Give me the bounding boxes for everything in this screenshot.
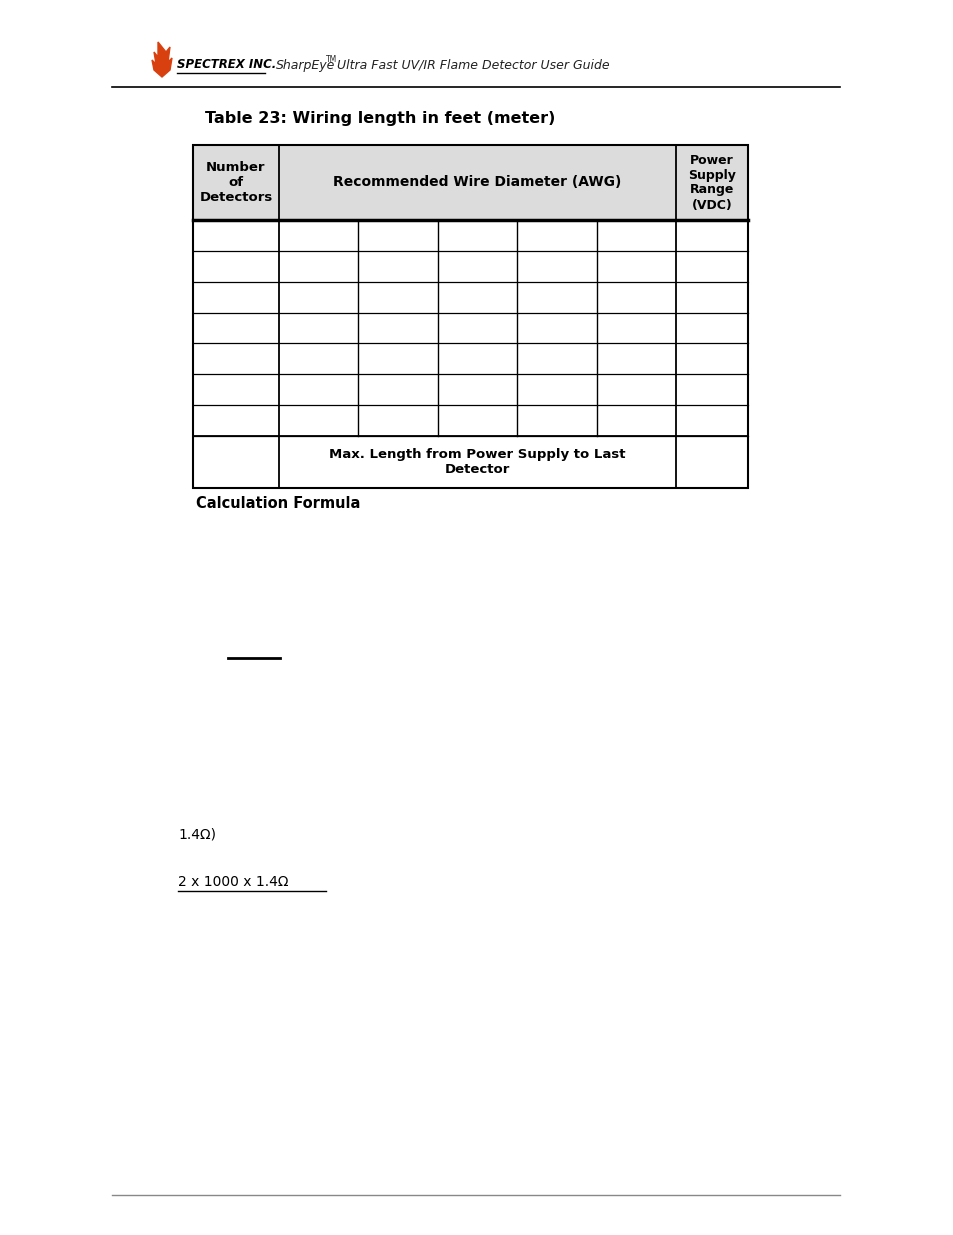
Text: TM: TM xyxy=(326,56,337,64)
Text: Max. Length from Power Supply to Last
Detector: Max. Length from Power Supply to Last De… xyxy=(329,448,625,475)
Bar xyxy=(193,144,747,488)
Text: Table 23: Wiring length in feet (meter): Table 23: Wiring length in feet (meter) xyxy=(205,110,555,126)
Text: 2 x 1000 x 1.4Ω: 2 x 1000 x 1.4Ω xyxy=(178,876,288,889)
Text: Recommended Wire Diameter (AWG): Recommended Wire Diameter (AWG) xyxy=(333,175,621,189)
Bar xyxy=(193,144,747,220)
Text: Calculation Formula: Calculation Formula xyxy=(195,496,360,511)
Polygon shape xyxy=(152,42,172,77)
Text: Number
of
Detectors: Number of Detectors xyxy=(199,161,273,204)
Text: SPECTREX INC.: SPECTREX INC. xyxy=(177,58,276,72)
Text: Ultra Fast UV/IR Flame Detector User Guide: Ultra Fast UV/IR Flame Detector User Gui… xyxy=(333,58,609,72)
Text: Power
Supply
Range
(VDC): Power Supply Range (VDC) xyxy=(687,153,735,211)
Text: SharpEye: SharpEye xyxy=(275,58,335,72)
Text: 1.4Ω): 1.4Ω) xyxy=(178,827,215,842)
